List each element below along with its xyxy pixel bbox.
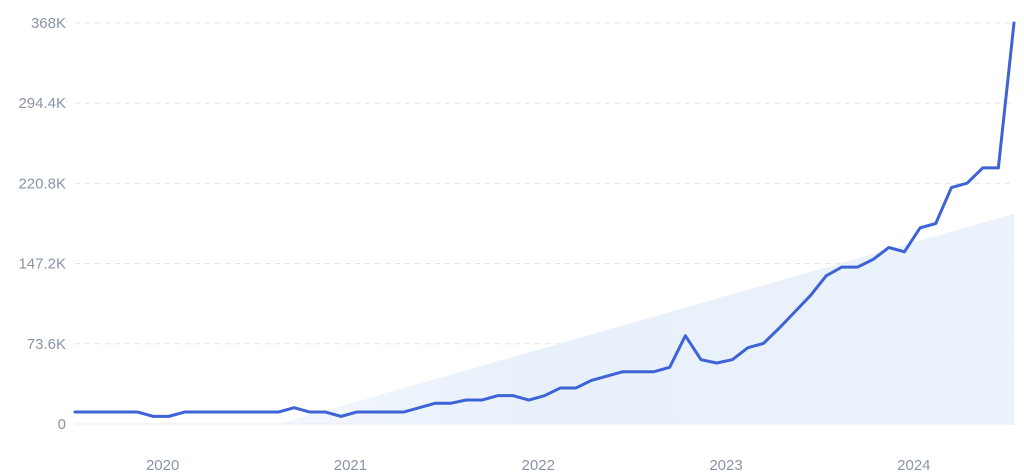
data-point[interactable] [949, 185, 954, 190]
data-point[interactable] [1012, 21, 1017, 26]
data-point[interactable] [417, 405, 422, 410]
data-point[interactable] [871, 257, 876, 262]
data-point[interactable] [386, 410, 391, 415]
series-layer [73, 21, 1017, 419]
x-tick-label: 2022 [522, 457, 555, 474]
data-point[interactable] [699, 357, 704, 362]
data-point[interactable] [73, 410, 78, 415]
data-point[interactable] [166, 414, 171, 419]
data-point[interactable] [104, 410, 109, 415]
y-tick-label: 294.4K [18, 95, 66, 112]
data-point[interactable] [323, 410, 328, 415]
y-axis: 0 73.6K 147.2K 220.8K 294.4K 368K [18, 15, 66, 433]
y-tick-label: 220.8K [18, 175, 66, 192]
trend-band [278, 213, 1014, 424]
data-point[interactable] [135, 410, 140, 415]
data-point[interactable] [198, 410, 203, 415]
data-point[interactable] [589, 378, 594, 383]
data-point[interactable] [777, 326, 782, 331]
data-point[interactable] [761, 341, 766, 346]
data-point[interactable] [996, 165, 1001, 170]
x-tick-label: 2024 [897, 457, 930, 474]
data-point[interactable] [213, 410, 218, 415]
x-tick-label: 2020 [146, 457, 179, 474]
data-point[interactable] [855, 265, 860, 270]
data-point[interactable] [432, 401, 437, 406]
x-tick-label: 2021 [334, 457, 367, 474]
data-point[interactable] [354, 410, 359, 415]
data-point[interactable] [151, 414, 156, 419]
data-point[interactable] [245, 410, 250, 415]
series-line [73, 21, 1016, 418]
data-point[interactable] [839, 265, 844, 270]
data-point[interactable] [636, 369, 641, 374]
data-point[interactable] [980, 165, 985, 170]
data-point[interactable] [886, 245, 891, 250]
data-point[interactable] [714, 360, 719, 365]
data-point[interactable] [339, 414, 344, 419]
data-point[interactable] [652, 369, 657, 374]
y-tick-label: 0 [58, 416, 66, 433]
data-point[interactable] [965, 181, 970, 186]
y-tick-label: 73.6K [27, 336, 66, 353]
data-point[interactable] [401, 410, 406, 415]
x-tick-label: 2023 [709, 457, 742, 474]
data-point[interactable] [307, 410, 312, 415]
data-point[interactable] [119, 410, 124, 415]
data-point[interactable] [276, 410, 281, 415]
data-point[interactable] [526, 398, 531, 403]
x-axis: 2020 2021 2022 2023 2024 [146, 457, 931, 474]
data-point[interactable] [182, 410, 187, 415]
data-point[interactable] [667, 365, 672, 370]
data-point[interactable] [88, 410, 93, 415]
data-point[interactable] [605, 374, 610, 379]
y-tick-label: 147.2K [18, 256, 66, 273]
data-point[interactable] [511, 393, 516, 398]
data-point[interactable] [229, 410, 234, 415]
data-point[interactable] [542, 393, 547, 398]
data-point[interactable] [933, 221, 938, 226]
data-point[interactable] [558, 386, 563, 391]
data-point[interactable] [464, 398, 469, 403]
data-point[interactable] [292, 405, 297, 410]
data-point[interactable] [683, 333, 688, 338]
data-point[interactable] [370, 410, 375, 415]
data-point[interactable] [479, 398, 484, 403]
data-point[interactable] [792, 309, 797, 314]
data-point[interactable] [808, 293, 813, 298]
data-point[interactable] [448, 401, 453, 406]
data-point[interactable] [260, 410, 265, 415]
data-point[interactable] [824, 273, 829, 278]
y-tick-label: 368K [31, 15, 66, 32]
data-point[interactable] [730, 357, 735, 362]
data-point[interactable] [620, 369, 625, 374]
data-point[interactable] [745, 345, 750, 350]
data-point[interactable] [573, 386, 578, 391]
data-point[interactable] [918, 225, 923, 230]
data-point[interactable] [495, 393, 500, 398]
data-point[interactable] [902, 249, 907, 254]
trend-band-layer [278, 213, 1014, 424]
